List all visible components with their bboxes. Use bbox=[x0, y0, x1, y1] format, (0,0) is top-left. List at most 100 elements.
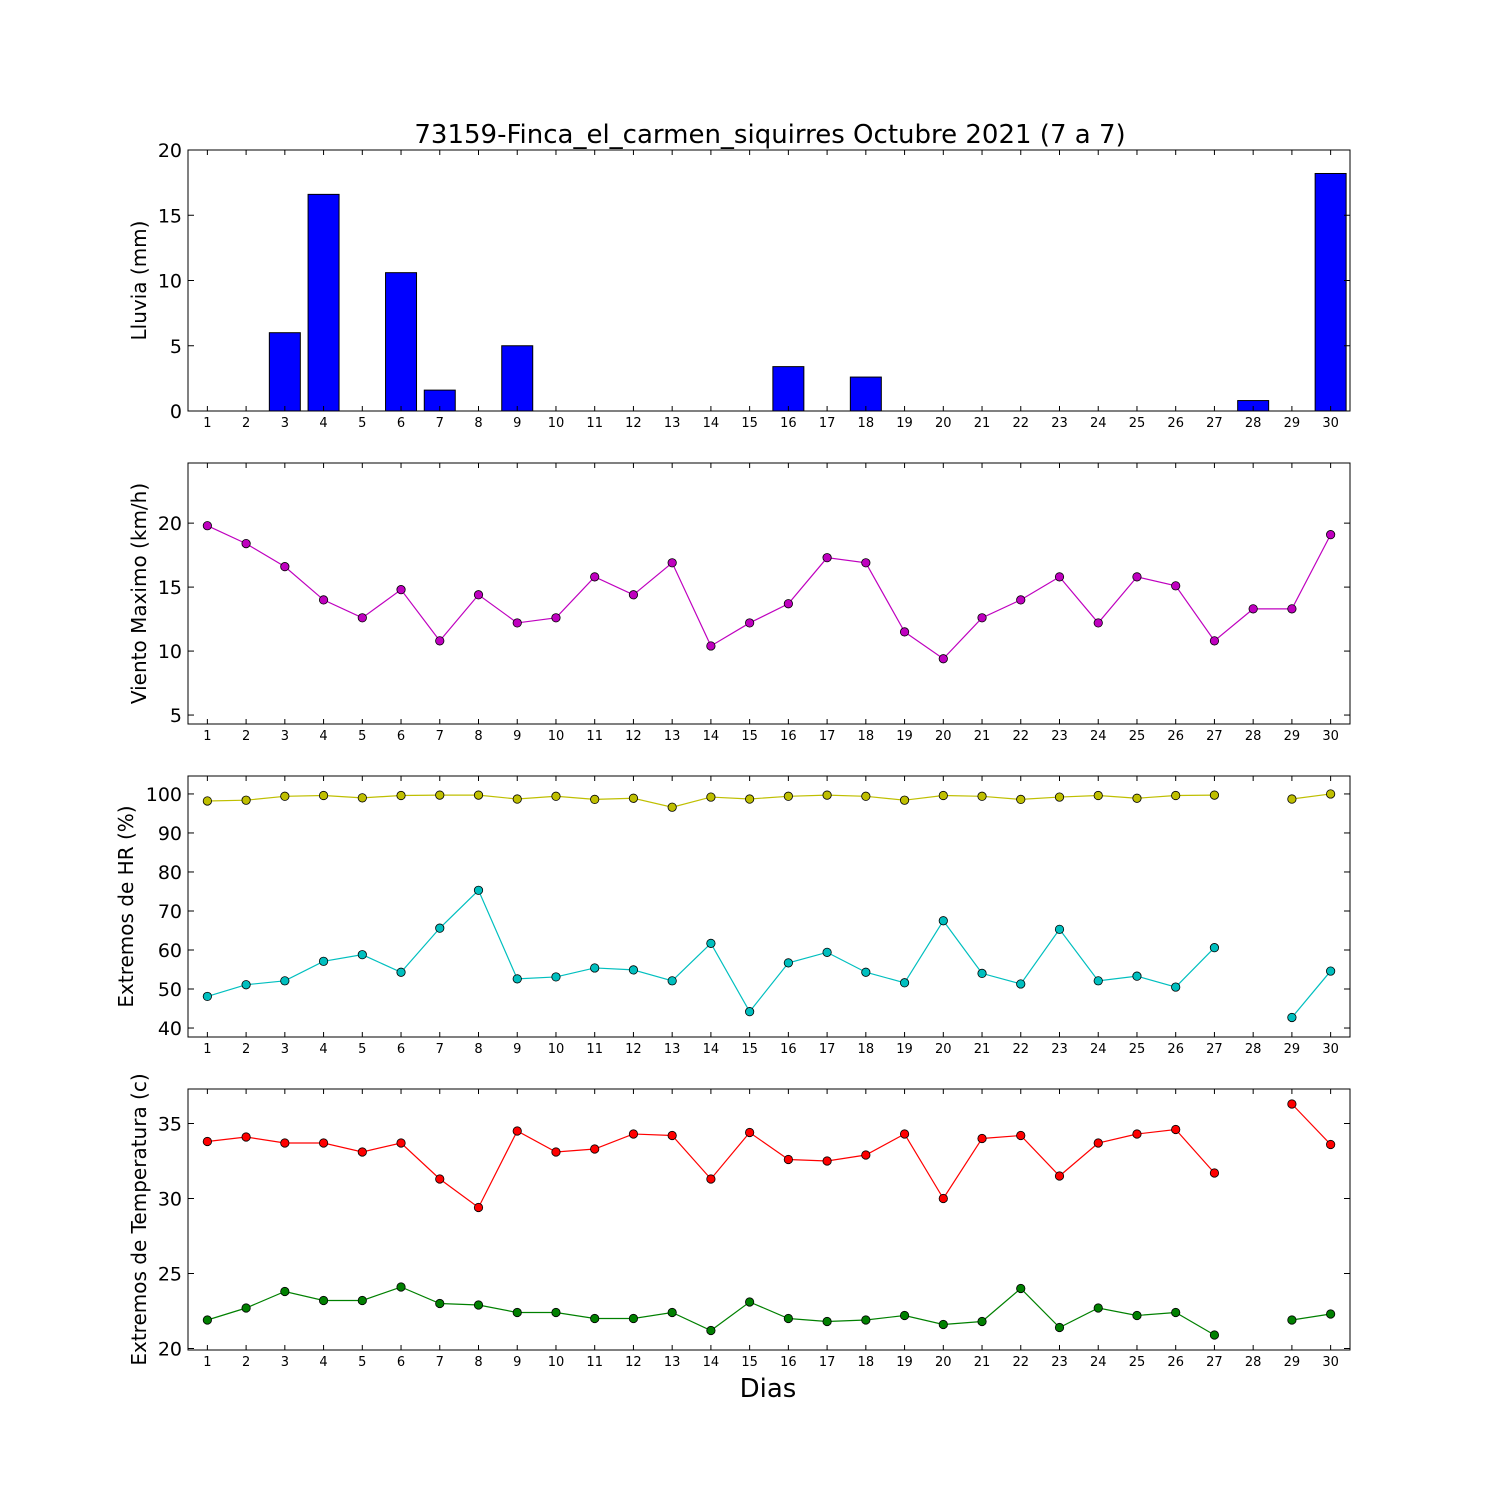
point-day-27 bbox=[1209, 636, 1220, 646]
y-tick-label: 30 bbox=[158, 1189, 182, 1211]
x-tick-label: 3 bbox=[281, 416, 289, 431]
axes-frame bbox=[187, 462, 1351, 725]
bar-day-4 bbox=[307, 193, 340, 412]
x-tick-label: 14 bbox=[703, 1042, 720, 1057]
axes-frame bbox=[187, 1088, 1351, 1351]
x-tick-label: 9 bbox=[513, 416, 521, 431]
point-day-16 bbox=[783, 1154, 793, 1165]
point-day-11 bbox=[590, 1144, 600, 1154]
series-line bbox=[1291, 970, 1332, 1018]
point-day-19 bbox=[899, 795, 910, 805]
point-day-21 bbox=[977, 791, 987, 801]
y-axis-label: Extremos de Temperatura (c) bbox=[127, 1073, 151, 1365]
x-tick-label: 15 bbox=[741, 1355, 758, 1370]
point-day-9 bbox=[512, 974, 522, 984]
y-tick-label: 25 bbox=[158, 1264, 182, 1286]
point-day-13 bbox=[667, 802, 677, 812]
point-day-1 bbox=[202, 991, 212, 1002]
point-day-27 bbox=[1209, 1168, 1220, 1178]
x-tick-label: 20 bbox=[935, 1042, 952, 1057]
point-day-15 bbox=[745, 794, 755, 804]
x-tick-label: 7 bbox=[436, 729, 444, 744]
point-day-19 bbox=[899, 1310, 910, 1321]
point-day-6 bbox=[396, 1138, 406, 1148]
point-day-24 bbox=[1093, 1138, 1103, 1148]
x-tick-label: 18 bbox=[858, 1042, 875, 1057]
point-day-14 bbox=[706, 938, 716, 948]
point-day-24 bbox=[1093, 618, 1103, 628]
x-tick-label: 30 bbox=[1322, 1042, 1339, 1057]
x-tick-label: 25 bbox=[1129, 416, 1146, 431]
x-tick-label: 26 bbox=[1167, 729, 1184, 744]
series-1 bbox=[202, 1099, 1336, 1213]
point-day-25 bbox=[1132, 1129, 1142, 1139]
point-day-8 bbox=[473, 1202, 484, 1213]
x-tick-label: 21 bbox=[974, 1042, 991, 1057]
x-tick-label: 13 bbox=[664, 729, 681, 744]
x-tick-label: 16 bbox=[780, 1042, 797, 1057]
point-day-2 bbox=[241, 1303, 251, 1313]
x-tick-label: 15 bbox=[741, 729, 758, 744]
point-day-17 bbox=[822, 1156, 832, 1166]
point-day-19 bbox=[899, 978, 910, 988]
x-tick-label: 14 bbox=[703, 1355, 720, 1370]
point-day-15 bbox=[745, 618, 755, 628]
point-day-14 bbox=[706, 1325, 716, 1336]
point-day-4 bbox=[318, 595, 329, 605]
point-day-26 bbox=[1171, 581, 1181, 591]
x-tick-label: 26 bbox=[1167, 1355, 1184, 1370]
point-day-29 bbox=[1287, 1012, 1297, 1023]
x-tick-label: 5 bbox=[358, 1042, 366, 1057]
x-tick-label: 30 bbox=[1322, 416, 1339, 431]
point-day-20 bbox=[938, 1319, 948, 1330]
point-day-16 bbox=[783, 1313, 793, 1324]
x-tick-label: 8 bbox=[474, 1042, 482, 1057]
x-tick-label: 3 bbox=[281, 729, 289, 744]
x-tick-label: 4 bbox=[319, 1355, 327, 1370]
point-day-23 bbox=[1054, 572, 1065, 582]
y-tick-label: 15 bbox=[158, 205, 182, 227]
x-tick-label: 6 bbox=[397, 416, 405, 431]
x-tick-label: 9 bbox=[513, 1355, 521, 1370]
y-tick-label: 20 bbox=[158, 140, 182, 162]
x-tick-label: 30 bbox=[1322, 729, 1339, 744]
x-tick-label: 27 bbox=[1206, 1355, 1223, 1370]
x-tick-label: 29 bbox=[1284, 729, 1301, 744]
y-tick-label: 20 bbox=[158, 1339, 182, 1361]
point-day-23 bbox=[1054, 1322, 1065, 1333]
point-day-2 bbox=[241, 539, 251, 549]
x-tick-label: 3 bbox=[281, 1042, 289, 1057]
x-tick-label: 16 bbox=[780, 729, 797, 744]
x-tick-label: 19 bbox=[896, 1355, 913, 1370]
x-tick-label: 23 bbox=[1051, 1355, 1068, 1370]
y-axis-label: Extremos de HR (%) bbox=[114, 805, 138, 1007]
point-day-21 bbox=[977, 1316, 987, 1327]
point-day-17 bbox=[822, 790, 832, 800]
point-day-3 bbox=[280, 976, 290, 986]
series-1 bbox=[202, 521, 1336, 664]
point-day-21 bbox=[977, 613, 987, 623]
x-tick-label: 18 bbox=[858, 1355, 875, 1370]
point-day-27 bbox=[1209, 943, 1220, 953]
x-tick-label: 27 bbox=[1206, 416, 1223, 431]
point-day-11 bbox=[590, 963, 600, 973]
x-tick-label: 9 bbox=[513, 729, 521, 744]
x-tick-label: 19 bbox=[896, 416, 913, 431]
x-tick-label: 11 bbox=[586, 1355, 603, 1370]
point-day-22 bbox=[1016, 794, 1026, 805]
point-day-18 bbox=[861, 967, 871, 977]
point-day-5 bbox=[357, 793, 367, 803]
x-tick-label: 10 bbox=[548, 729, 565, 744]
point-day-17 bbox=[822, 553, 832, 563]
point-day-29 bbox=[1287, 1315, 1297, 1325]
y-tick-label: 5 bbox=[170, 705, 182, 727]
x-tick-label: 15 bbox=[741, 416, 758, 431]
point-day-10 bbox=[551, 791, 561, 801]
point-day-30 bbox=[1326, 1309, 1336, 1319]
point-day-20 bbox=[938, 654, 948, 664]
point-day-10 bbox=[551, 972, 561, 982]
point-day-30 bbox=[1326, 789, 1336, 799]
x-tick-label: 17 bbox=[819, 729, 836, 744]
point-day-20 bbox=[938, 1193, 948, 1204]
